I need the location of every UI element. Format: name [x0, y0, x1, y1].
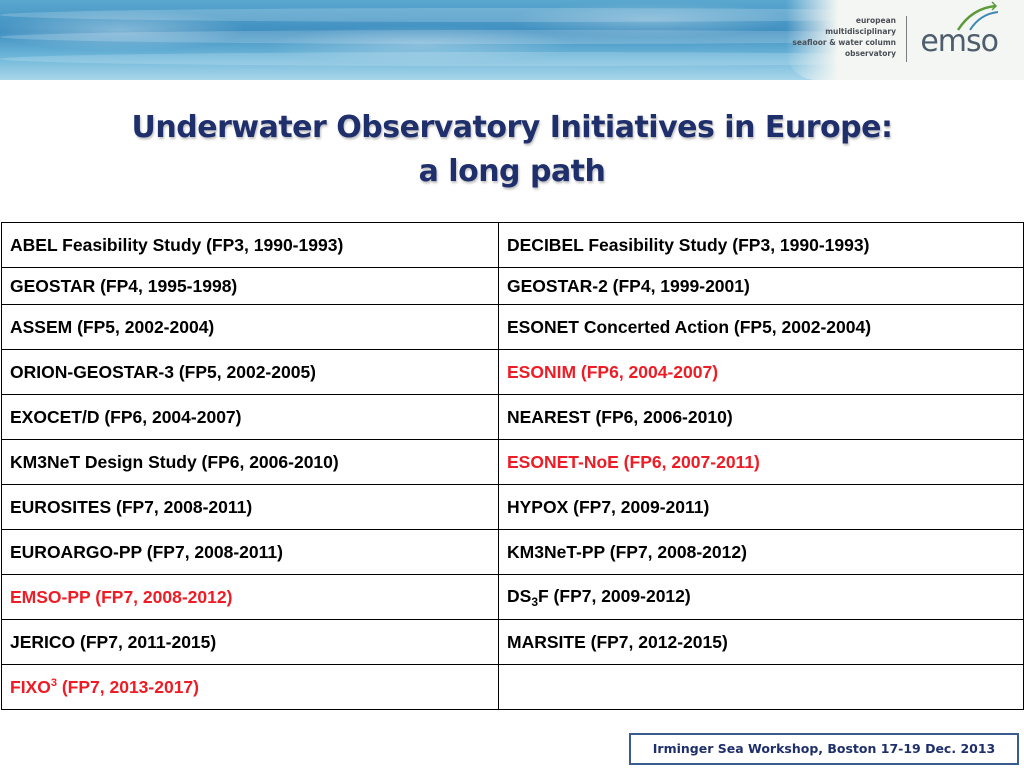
table-cell: HYPOX (FP7, 2009-2011) — [498, 484, 1024, 530]
table-cell: EMSO-PP (FP7, 2008-2012) — [1, 574, 499, 620]
table-cell: GEOSTAR-2 (FP4, 1999-2001) — [498, 267, 1024, 305]
cell-text: EUROSITES (FP7, 2008-2011) — [10, 496, 253, 517]
table-cell: ESONET-NoE (FP6, 2007-2011) — [498, 439, 1024, 485]
table-row: EUROSITES (FP7, 2008-2011) HYPOX (FP7, 20… — [1, 484, 1024, 530]
cell-text: DS — [507, 585, 532, 606]
footer-caption: Irminger Sea Workshop, Boston 17-19 Dec.… — [629, 733, 1019, 765]
cell-text: JERICO (FP7, 2011-2015) — [10, 631, 217, 652]
table-row: EMSO-PP (FP7, 2008-2012) DS3F (FP7, 2009-… — [1, 574, 1024, 620]
table-cell — [498, 664, 1024, 710]
cell-text: KM3NeT-PP (FP7, 2008-2012) — [507, 541, 747, 562]
cell-text: ORION-GEOSTAR-3 (FP5, 2002-2005) — [10, 361, 317, 382]
water-wave — [0, 8, 1024, 22]
title-line-1: Underwater Observatory Initiatives in Eu… — [131, 110, 893, 145]
table-row: EUROARGO-PP (FP7, 2008-2011) KM3NeT-PP (F… — [1, 529, 1024, 575]
table-cell: FIXO3 (FP7, 2013-2017) — [1, 664, 499, 710]
emso-logo-mark-icon — [956, 1, 999, 31]
logo-tagline-line: observatory — [844, 49, 896, 58]
cell-text: ESONET-NoE (FP6, 2007-2011) — [507, 451, 760, 472]
cell-text: MARSITE (FP7, 2012-2015) — [507, 631, 728, 652]
table-row: ABEL Feasibility Study (FP3, 1990-1993) D… — [1, 222, 1024, 268]
table-cell: ORION-GEOSTAR-3 (FP5, 2002-2005) — [1, 349, 499, 395]
cell-superscript: 3 — [50, 676, 57, 689]
logo-tagline-line: multidisciplinary — [825, 27, 896, 36]
cell-text: NEAREST (FP6, 2006-2010) — [507, 406, 733, 427]
cell-text: F (FP7, 2009-2012) — [538, 585, 691, 606]
table-cell: GEOSTAR (FP4, 1995-1998) — [1, 267, 499, 305]
table-row: ASSEM (FP5, 2002-2004) ESONET Concerted A… — [1, 304, 1024, 350]
title-line-2: a long path — [418, 154, 606, 189]
cell-text: GEOSTAR (FP4, 1995-1998) — [10, 275, 238, 296]
cell-text: HYPOX (FP7, 2009-2011) — [507, 496, 710, 517]
table-cell: JERICO (FP7, 2011-2015) — [1, 619, 499, 665]
table-row: GEOSTAR (FP4, 1995-1998) GEOSTAR-2 (FP4, … — [1, 267, 1024, 305]
logo-tagline-line: seafloor & water column — [792, 38, 896, 47]
table-cell: ESONIM (FP6, 2004-2007) — [498, 349, 1024, 395]
cell-text: EXOCET/D (FP6, 2004-2007) — [10, 406, 242, 427]
table-row: ORION-GEOSTAR-3 (FP5, 2002-2005) ESONIM (… — [1, 349, 1024, 395]
cell-text: ESONIM (FP6, 2004-2007) — [507, 361, 719, 382]
cell-subscript: 3 — [531, 594, 538, 609]
table-cell: DECIBEL Feasibility Study (FP3, 1990-199… — [498, 222, 1024, 268]
water-wave — [0, 30, 1024, 44]
table-row: JERICO (FP7, 2011-2015) MARSITE (FP7, 201… — [1, 619, 1024, 665]
table-cell: EUROSITES (FP7, 2008-2011) — [1, 484, 499, 530]
cell-text: (FP7, 2013-2017) — [56, 676, 199, 697]
header-banner: european multidisciplinary seafloor & wa… — [0, 0, 1024, 80]
table-cell: ABEL Feasibility Study (FP3, 1990-1993) — [1, 222, 499, 268]
table-row: FIXO3 (FP7, 2013-2017) — [1, 664, 1024, 710]
table-cell: KM3NeT Design Study (FP6, 2006-2010) — [1, 439, 499, 485]
cell-text: ESONET Concerted Action (FP5, 2002-2004) — [507, 316, 872, 337]
water-wave — [0, 52, 1024, 66]
cell-text: FIXO — [10, 676, 51, 697]
table-cell: DS3F (FP7, 2009-2012) — [498, 574, 1024, 620]
table-cell: EUROARGO-PP (FP7, 2008-2011) — [1, 529, 499, 575]
logo-panel: european multidisciplinary seafloor & wa… — [786, 0, 1024, 80]
logo-divider — [906, 16, 907, 62]
table-row: KM3NeT Design Study (FP6, 2006-2010) ESON… — [1, 439, 1024, 485]
page-title: Underwater Observatory Initiatives in Eu… — [0, 106, 1024, 194]
table-cell: EXOCET/D (FP6, 2004-2007) — [1, 394, 499, 440]
table-cell: ESONET Concerted Action (FP5, 2002-2004) — [498, 304, 1024, 350]
cell-text: DECIBEL Feasibility Study (FP3, 1990-199… — [507, 234, 870, 255]
table-row: EXOCET/D (FP6, 2004-2007) NEAREST (FP6, 2… — [1, 394, 1024, 440]
cell-text: EUROARGO-PP (FP7, 2008-2011) — [10, 541, 283, 562]
cell-text: KM3NeT Design Study (FP6, 2006-2010) — [10, 451, 339, 472]
logo-tagline: european multidisciplinary seafloor & wa… — [756, 15, 896, 59]
table-cell: KM3NeT-PP (FP7, 2008-2012) — [498, 529, 1024, 575]
logo-tagline-line: european — [855, 16, 896, 25]
logo-wordmark: emso — [920, 24, 999, 59]
cell-text: ASSEM (FP5, 2002-2004) — [10, 316, 215, 337]
cell-text: EMSO-PP (FP7, 2008-2012) — [10, 586, 233, 607]
table-cell: NEAREST (FP6, 2006-2010) — [498, 394, 1024, 440]
cell-text: ABEL Feasibility Study (FP3, 1990-1993) — [10, 234, 344, 255]
table-cell: MARSITE (FP7, 2012-2015) — [498, 619, 1024, 665]
initiatives-table: ABEL Feasibility Study (FP3, 1990-1993) D… — [1, 222, 1024, 710]
table-cell: ASSEM (FP5, 2002-2004) — [1, 304, 499, 350]
cell-text: GEOSTAR-2 (FP4, 1999-2001) — [507, 275, 750, 296]
